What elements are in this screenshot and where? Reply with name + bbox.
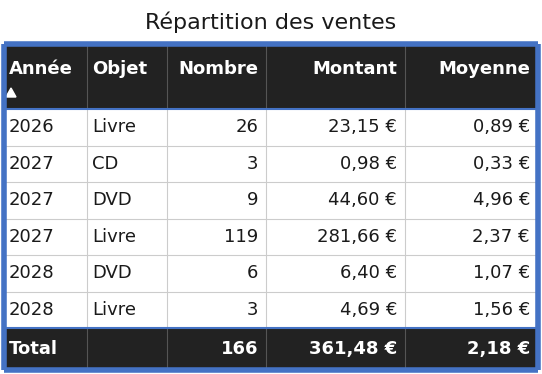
Text: DVD: DVD [92, 191, 132, 209]
Polygon shape [6, 88, 16, 97]
Text: 44,60 €: 44,60 € [328, 191, 397, 209]
Text: DVD: DVD [92, 264, 132, 282]
Bar [4, 44, 538, 370]
Text: 26: 26 [235, 118, 258, 136]
Text: Livre: Livre [92, 228, 137, 246]
Text: Année: Année [9, 60, 73, 78]
Text: 4,69 €: 4,69 € [340, 301, 397, 319]
Text: 2027: 2027 [9, 191, 55, 209]
Text: 281,66 €: 281,66 € [317, 228, 397, 246]
Text: 6,40 €: 6,40 € [340, 264, 397, 282]
Text: 9: 9 [247, 191, 258, 209]
Text: 1,56 €: 1,56 € [473, 301, 530, 319]
Text: Total: Total [9, 340, 58, 358]
Text: Livre: Livre [92, 301, 137, 319]
Text: CD: CD [92, 155, 119, 173]
Text: 166: 166 [221, 340, 258, 358]
Text: 2026: 2026 [9, 118, 55, 136]
Bar [4, 255, 538, 291]
Text: 2028: 2028 [9, 264, 55, 282]
Text: 2028: 2028 [9, 301, 55, 319]
Text: 6: 6 [247, 264, 258, 282]
Bar [4, 109, 538, 145]
Text: 0,98 €: 0,98 € [340, 155, 397, 173]
Text: 361,48 €: 361,48 € [309, 340, 397, 358]
Text: 2,18 €: 2,18 € [467, 340, 530, 358]
Text: 3: 3 [247, 301, 258, 319]
Text: 2,37 €: 2,37 € [473, 228, 530, 246]
Text: 0,89 €: 0,89 € [473, 118, 530, 136]
Text: Moyenne: Moyenne [438, 60, 530, 78]
Bar [4, 328, 538, 370]
Text: 23,15 €: 23,15 € [328, 118, 397, 136]
Text: Livre: Livre [92, 118, 137, 136]
Text: 3: 3 [247, 155, 258, 173]
Text: Répartition des ventes: Répartition des ventes [145, 11, 397, 33]
Text: 0,33 €: 0,33 € [473, 155, 530, 173]
Bar [4, 218, 538, 255]
Text: Nombre: Nombre [178, 60, 258, 78]
Text: 4,96 €: 4,96 € [473, 191, 530, 209]
Bar [4, 182, 538, 218]
Bar [4, 291, 538, 328]
Text: 2027: 2027 [9, 228, 55, 246]
Bar [4, 44, 538, 109]
Text: 119: 119 [224, 228, 258, 246]
Text: Objet: Objet [92, 60, 147, 78]
Text: 2027: 2027 [9, 155, 55, 173]
Text: 1,07 €: 1,07 € [473, 264, 530, 282]
Bar [4, 145, 538, 182]
Text: Montant: Montant [312, 60, 397, 78]
